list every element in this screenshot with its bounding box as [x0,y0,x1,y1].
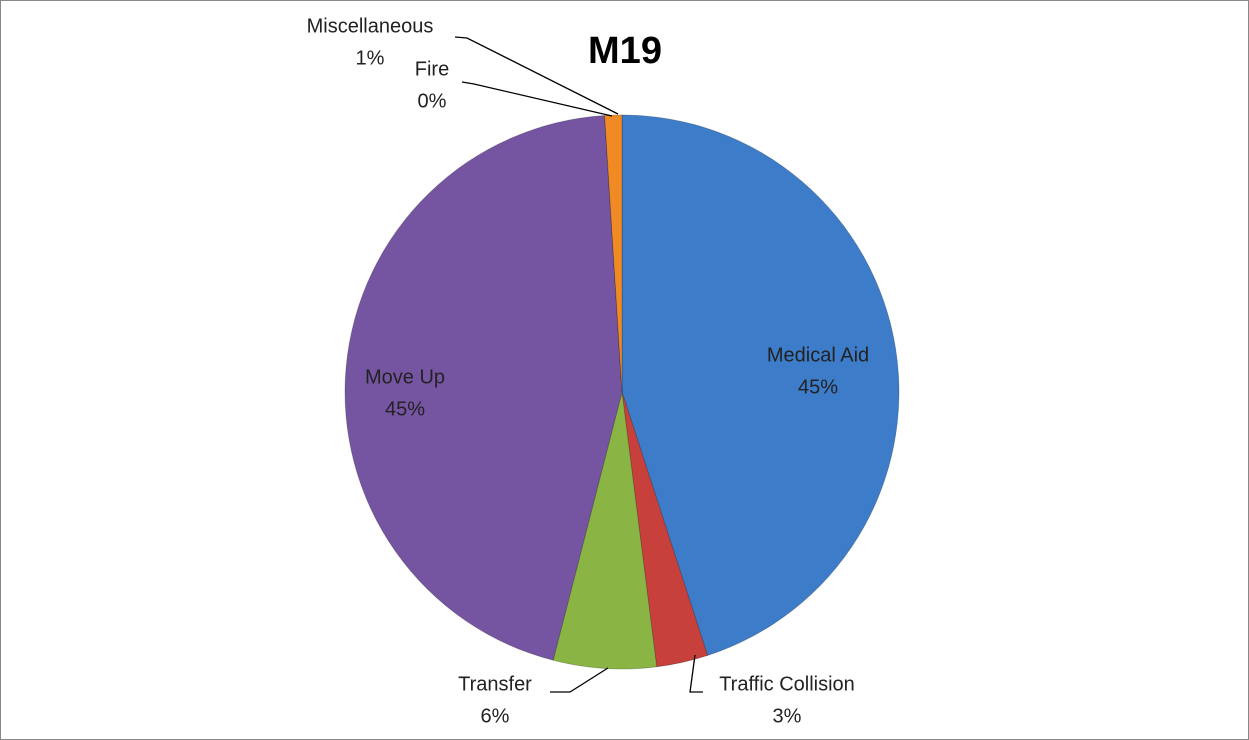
leader-line [461,81,613,117]
pie-slice [604,114,623,393]
slice-label: Transfer [458,673,532,695]
leader-line [689,654,703,693]
pie-slice [344,115,623,661]
slice-value-label: 1% [356,47,385,69]
pie-slice [552,391,658,670]
leader-line [550,667,609,693]
slice-label: Fire [415,58,449,80]
slice-label: Miscellaneous [307,15,434,37]
slice-value-label: 0% [418,90,447,112]
leader-line [454,36,619,115]
slice-value-label: 3% [773,705,802,727]
slice-label: Move Up [365,366,445,388]
pie-slice [621,114,900,656]
pie-slice [621,391,709,668]
slice-value-label: 45% [385,398,425,420]
slice-value-label: 6% [481,705,510,727]
pie-slice [604,115,623,393]
slice-value-label: 45% [798,376,838,398]
slice-label: Medical Aid [767,344,869,366]
chart-title: M19 [588,30,662,72]
slice-label: Traffic Collision [719,673,855,695]
